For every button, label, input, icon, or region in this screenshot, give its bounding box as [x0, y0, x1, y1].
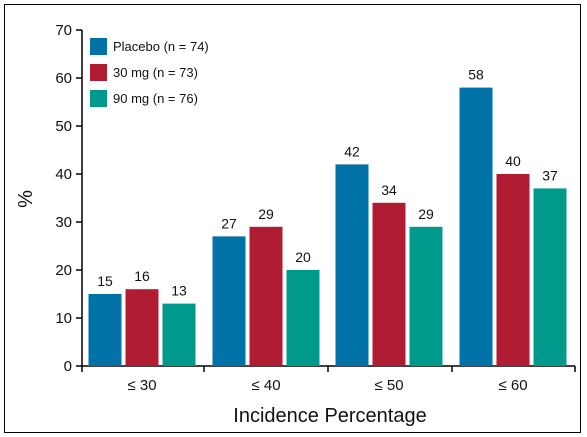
- legend-swatch: [90, 38, 107, 55]
- data-label: 29: [418, 206, 434, 222]
- data-label: 37: [542, 167, 558, 183]
- x-tick-label: ≤ 50: [374, 377, 403, 394]
- bar: [162, 303, 196, 366]
- data-label: 15: [97, 273, 113, 289]
- y-tick-label: 40: [55, 166, 72, 183]
- bar: [533, 188, 567, 366]
- bar: [286, 270, 320, 366]
- data-label: 34: [381, 182, 397, 198]
- bar: [125, 289, 159, 366]
- y-tick-label: 60: [55, 70, 72, 87]
- legend-label: Placebo (n = 74): [113, 39, 209, 54]
- x-axis: ≤ 30 ≤ 40 ≤ 50 ≤ 60: [81, 365, 576, 394]
- x-tick-label: ≤ 60: [498, 377, 527, 394]
- x-tick-label: ≤ 40: [251, 377, 280, 394]
- y-tick-label: 10: [55, 310, 72, 327]
- bar: [459, 87, 493, 366]
- legend: Placebo (n = 74) 30 mg (n = 73) 90 mg (n =…: [90, 38, 209, 107]
- bar: [212, 236, 246, 366]
- bar: [88, 294, 122, 366]
- legend-swatch: [90, 90, 107, 107]
- y-tick-label: 20: [55, 262, 72, 279]
- data-label: 16: [134, 268, 150, 284]
- legend-label: 90 mg (n = 76): [113, 91, 198, 106]
- legend-swatch: [90, 64, 107, 81]
- legend-label: 30 mg (n = 73): [113, 65, 198, 80]
- y-tick-label: 50: [55, 118, 72, 135]
- data-label: 27: [221, 215, 237, 231]
- data-label: 20: [295, 249, 311, 265]
- y-tick-label: 70: [55, 22, 72, 39]
- bar: [335, 164, 369, 366]
- bar: [372, 202, 406, 366]
- data-label: 42: [344, 143, 360, 159]
- y-tick-label: 0: [64, 358, 72, 375]
- bars-group: 15 16 13 27 29 20 42 34 29 58 40 37: [88, 67, 567, 366]
- x-tick-label: ≤ 30: [127, 377, 156, 394]
- bar: [249, 226, 283, 366]
- data-label: 40: [505, 153, 521, 169]
- x-axis-label: Incidence Percentage: [233, 405, 426, 427]
- bar: [496, 174, 530, 366]
- data-label: 13: [171, 283, 187, 299]
- y-axis-label: %: [15, 190, 37, 208]
- y-axis: 0 10 20 30 40 50 60 70: [55, 22, 83, 375]
- data-label: 29: [258, 206, 274, 222]
- y-tick-label: 30: [55, 214, 72, 231]
- data-label: 58: [468, 67, 484, 83]
- bar: [409, 226, 443, 366]
